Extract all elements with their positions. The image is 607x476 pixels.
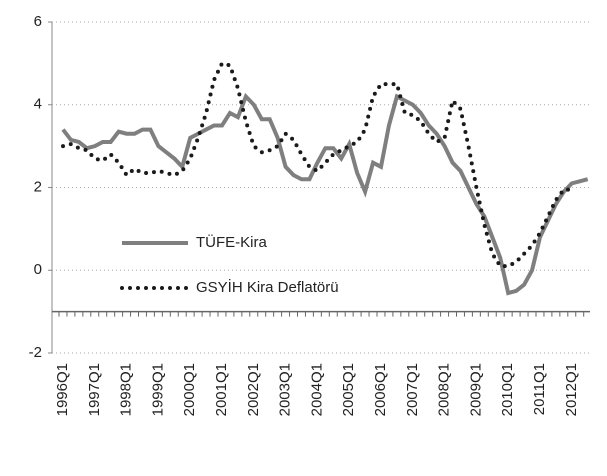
x-tick-label: 1999Q1 bbox=[149, 363, 166, 416]
x-tick-label: 1996Q1 bbox=[54, 363, 71, 416]
x-tick-label: 2007Q1 bbox=[404, 363, 421, 416]
x-tick-label: 2006Q1 bbox=[372, 363, 389, 416]
legend-label: GSYİH Kira Deflatörü bbox=[196, 278, 339, 296]
x-tick-label: 1998Q1 bbox=[118, 363, 135, 416]
x-tick-label: 2004Q1 bbox=[308, 363, 325, 416]
x-tick-label: 2005Q1 bbox=[340, 363, 357, 416]
y-tick-label: 6 bbox=[34, 13, 42, 30]
x-tick-label: 2003Q1 bbox=[277, 363, 294, 416]
y-tick-label: 2 bbox=[34, 178, 42, 195]
series-line bbox=[61, 92, 589, 296]
x-tick-label: 2010Q1 bbox=[499, 363, 516, 416]
x-tick-label: 2009Q1 bbox=[467, 363, 484, 416]
legend-label: TÜFE-Kira bbox=[196, 233, 267, 251]
x-tick-label: 2008Q1 bbox=[436, 363, 453, 416]
x-tick-label: 2011Q1 bbox=[531, 363, 548, 415]
x-tick-label: 2000Q1 bbox=[181, 363, 198, 416]
series-line bbox=[61, 61, 574, 269]
x-tick-label: 2002Q1 bbox=[245, 363, 262, 416]
x-tick-label: 2001Q1 bbox=[213, 363, 230, 416]
x-tick-label: 1997Q1 bbox=[86, 363, 103, 416]
y-tick-label: 4 bbox=[34, 96, 42, 113]
y-tick-label: -2 bbox=[29, 344, 42, 361]
y-tick-label: 0 bbox=[34, 261, 42, 278]
x-tick-label: 2012Q1 bbox=[563, 363, 580, 416]
